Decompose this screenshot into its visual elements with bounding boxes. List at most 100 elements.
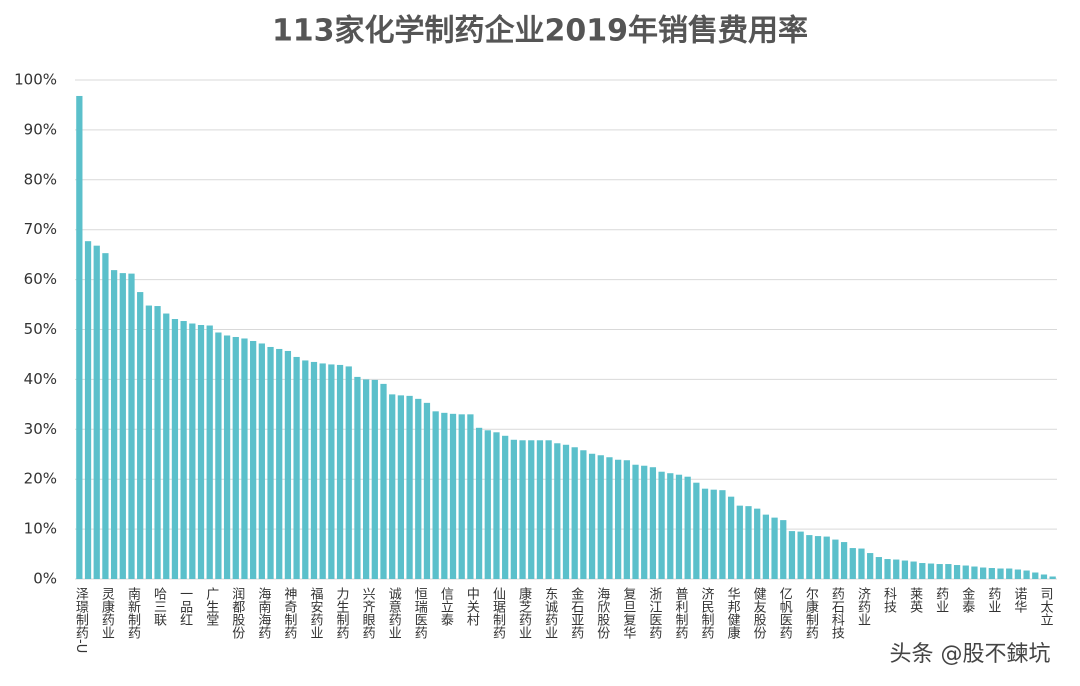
bar bbox=[189, 323, 196, 579]
bar bbox=[814, 536, 822, 579]
x-tick-label: 药石科技 bbox=[829, 587, 845, 639]
bar bbox=[206, 325, 213, 579]
x-tick-label: 药业 bbox=[933, 587, 949, 613]
bar bbox=[1032, 572, 1039, 579]
bar bbox=[267, 346, 274, 579]
bar bbox=[936, 564, 943, 579]
bar bbox=[415, 398, 422, 579]
x-tick-label: 恒瑞医药 bbox=[412, 587, 428, 639]
x-tick-label: 科技 bbox=[881, 587, 897, 613]
bar bbox=[884, 559, 891, 579]
y-tick-label: 0% bbox=[33, 570, 57, 588]
x-tick-label: 海南海药 bbox=[255, 587, 271, 639]
bar bbox=[545, 440, 552, 579]
bar bbox=[719, 490, 726, 579]
y-tick-label: 30% bbox=[24, 420, 57, 438]
bar bbox=[771, 517, 778, 579]
bar bbox=[276, 348, 283, 579]
bar bbox=[145, 305, 152, 579]
bar bbox=[510, 439, 517, 579]
x-tick-label: 泽璟制药-U bbox=[73, 587, 89, 653]
bar bbox=[684, 476, 691, 579]
bar bbox=[727, 496, 735, 579]
x-tick-label: 润都股份 bbox=[229, 587, 245, 639]
y-tick-label: 80% bbox=[24, 170, 57, 188]
bar bbox=[945, 564, 952, 579]
x-tick-label: 健友股份 bbox=[751, 587, 767, 639]
bar bbox=[754, 508, 761, 579]
bar bbox=[1006, 568, 1013, 579]
bar bbox=[171, 319, 179, 579]
bar bbox=[528, 440, 535, 579]
bar bbox=[606, 457, 613, 579]
bar bbox=[597, 455, 604, 579]
bar bbox=[371, 379, 378, 579]
bar bbox=[93, 245, 100, 579]
bar bbox=[562, 444, 570, 579]
bar bbox=[180, 321, 187, 579]
x-tick-label: 仙琚制药 bbox=[490, 587, 506, 639]
bar bbox=[927, 563, 935, 579]
bar bbox=[432, 411, 439, 579]
x-tick-label: 康芝药业 bbox=[516, 586, 532, 639]
bar bbox=[1049, 576, 1056, 579]
bar bbox=[962, 565, 969, 579]
bar bbox=[615, 459, 622, 579]
bar bbox=[675, 474, 683, 579]
bar bbox=[380, 383, 387, 579]
chart-title: 113家化学制药企业2019年销售费用率 bbox=[272, 14, 808, 49]
bar bbox=[588, 453, 596, 579]
y-tick-label: 70% bbox=[24, 220, 57, 238]
y-tick-label: 10% bbox=[24, 520, 57, 538]
bar bbox=[580, 450, 587, 579]
x-tick-label: 华邦健康 bbox=[725, 587, 741, 639]
bar bbox=[554, 443, 561, 579]
x-tick-label: 诺华 bbox=[1011, 587, 1027, 613]
bar bbox=[980, 567, 987, 579]
bar bbox=[1023, 570, 1030, 579]
bar bbox=[988, 568, 995, 579]
bar bbox=[223, 335, 231, 579]
bar bbox=[519, 440, 526, 579]
x-tick-label: 亿帆医药 bbox=[777, 587, 793, 639]
x-tick-label: 莱英 bbox=[907, 587, 923, 613]
bar bbox=[397, 395, 405, 579]
bar bbox=[736, 505, 743, 579]
x-tick-label: 济药业 bbox=[855, 587, 871, 626]
bar bbox=[806, 535, 813, 579]
y-tick-label: 90% bbox=[24, 120, 57, 138]
bar bbox=[536, 440, 544, 579]
bar bbox=[336, 364, 344, 579]
bar bbox=[875, 557, 882, 579]
x-tick-label: 复旦复华 bbox=[620, 587, 636, 639]
bar bbox=[154, 306, 161, 579]
bar bbox=[693, 482, 700, 579]
bar bbox=[780, 520, 787, 579]
x-tick-label: 尔康制药 bbox=[803, 587, 819, 639]
bar bbox=[467, 414, 474, 579]
x-tick-label: 神奇制药 bbox=[281, 587, 297, 639]
bar bbox=[823, 536, 830, 579]
bar bbox=[302, 360, 309, 579]
bar bbox=[623, 460, 630, 579]
bar bbox=[641, 465, 648, 579]
bar bbox=[867, 553, 874, 579]
bar bbox=[493, 432, 500, 579]
bar bbox=[293, 356, 300, 579]
bar bbox=[250, 340, 257, 579]
bar bbox=[893, 559, 900, 579]
y-tick-label: 100% bbox=[14, 71, 57, 89]
bar bbox=[745, 506, 752, 579]
bar bbox=[232, 336, 239, 579]
x-tick-label: 灵康药业 bbox=[99, 587, 115, 639]
x-tick-label: 诚意药业 bbox=[386, 587, 402, 639]
bar bbox=[406, 395, 413, 579]
x-tick-label: 福安药业 bbox=[307, 587, 323, 639]
bar bbox=[128, 273, 135, 579]
x-tick-label: 兴齐眼药 bbox=[360, 587, 376, 639]
bar bbox=[910, 561, 917, 579]
bar bbox=[328, 364, 335, 579]
bar bbox=[458, 414, 465, 579]
x-tick-label: 司太立 bbox=[1037, 587, 1053, 626]
